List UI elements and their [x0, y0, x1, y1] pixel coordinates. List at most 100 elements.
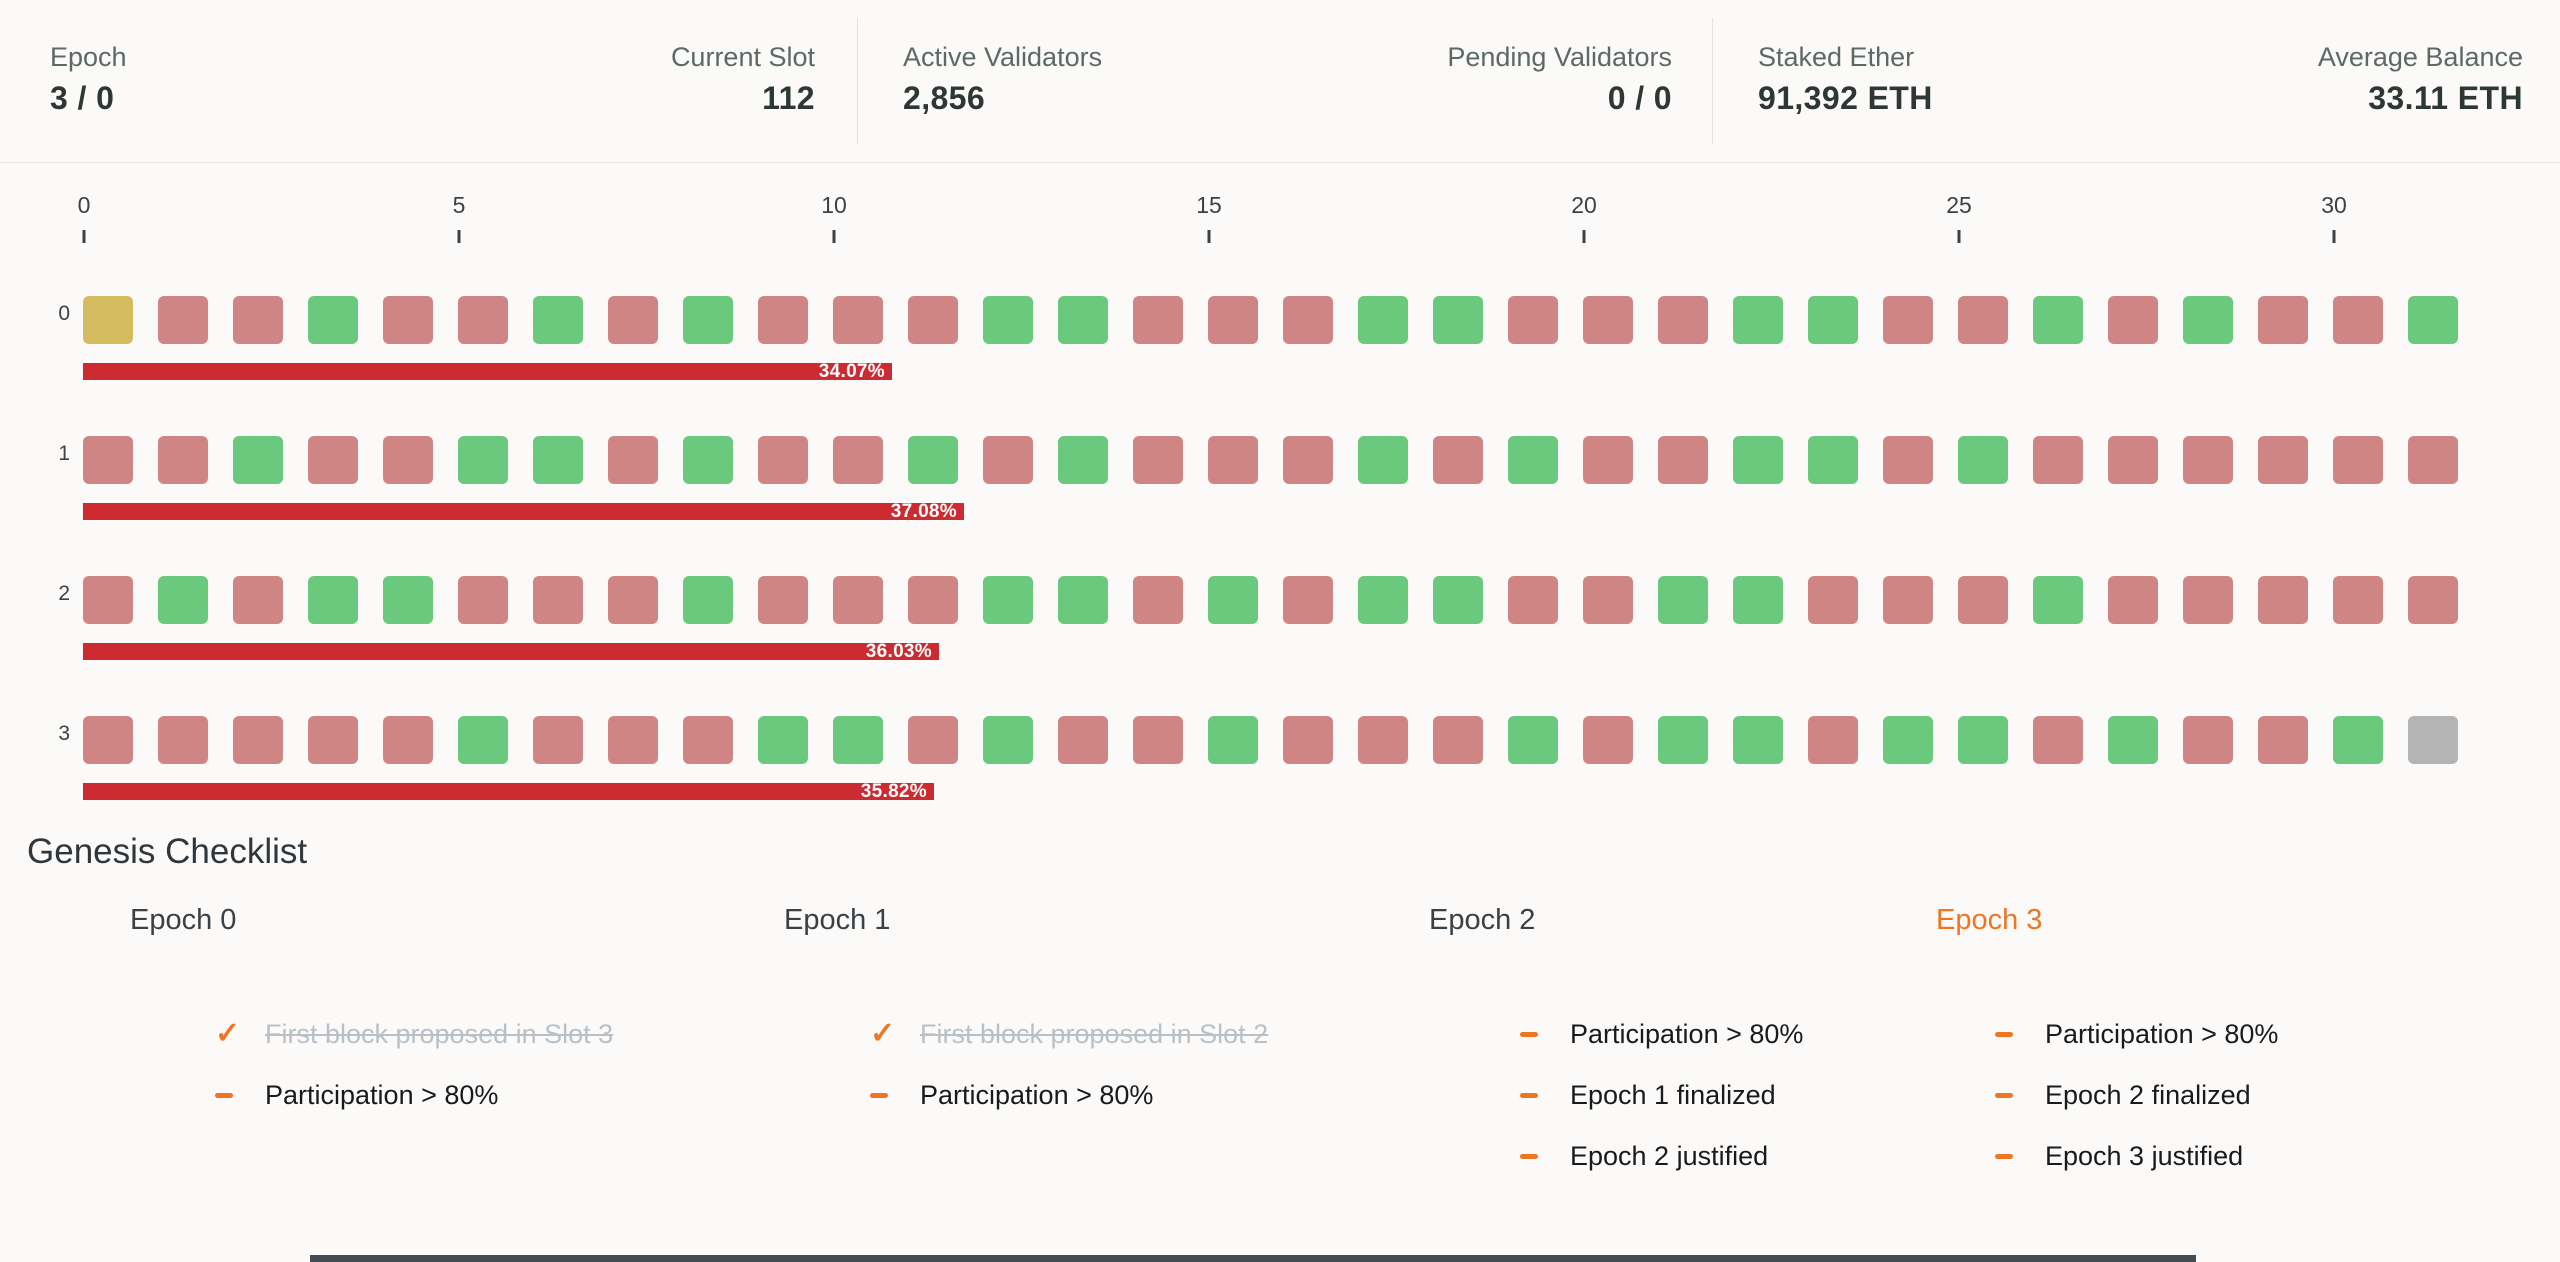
slot-square-missed[interactable] [2258, 716, 2308, 764]
slot-square-missed[interactable] [1883, 576, 1933, 624]
slot-square-proposed[interactable] [308, 296, 358, 344]
slot-square-proposed[interactable] [983, 576, 1033, 624]
slot-square-missed[interactable] [1583, 296, 1633, 344]
slot-square-missed[interactable] [533, 716, 583, 764]
slot-square-proposed[interactable] [533, 296, 583, 344]
slot-square-proposed[interactable] [1733, 296, 1783, 344]
slot-square-missed[interactable] [383, 716, 433, 764]
slot-square-missed[interactable] [1658, 436, 1708, 484]
slot-square-missed[interactable] [308, 716, 358, 764]
slot-square-missed[interactable] [1508, 296, 1558, 344]
slot-square-proposed[interactable] [1733, 436, 1783, 484]
slot-square-missed[interactable] [1808, 576, 1858, 624]
slot-square-missed[interactable] [233, 716, 283, 764]
slot-square-proposed[interactable] [1358, 296, 1408, 344]
slot-square-missed[interactable] [2258, 436, 2308, 484]
slot-square-missed[interactable] [908, 576, 958, 624]
slot-square-missed[interactable] [1958, 576, 2008, 624]
slot-square-missed[interactable] [1133, 436, 1183, 484]
slot-square-missed[interactable] [908, 716, 958, 764]
slot-square-proposed[interactable] [1508, 716, 1558, 764]
slot-square-proposed[interactable] [308, 576, 358, 624]
slot-square-missed[interactable] [308, 436, 358, 484]
slot-square-missed[interactable] [758, 436, 808, 484]
slot-square-missed[interactable] [758, 296, 808, 344]
slot-square-proposed[interactable] [983, 296, 1033, 344]
slot-square-proposed[interactable] [1433, 576, 1483, 624]
slot-square-missed[interactable] [2033, 436, 2083, 484]
slot-square-missed[interactable] [533, 576, 583, 624]
slot-square-proposed[interactable] [458, 716, 508, 764]
slot-square-proposed[interactable] [383, 576, 433, 624]
slot-square-proposed[interactable] [2108, 716, 2158, 764]
slot-square-missed[interactable] [83, 436, 133, 484]
slot-square-proposed[interactable] [683, 576, 733, 624]
slot-square-missed[interactable] [2333, 296, 2383, 344]
slot-square-missed[interactable] [1133, 716, 1183, 764]
slot-square-missed[interactable] [608, 436, 658, 484]
slot-square-missed[interactable] [1133, 576, 1183, 624]
slot-square-missed[interactable] [908, 296, 958, 344]
slot-square-missed[interactable] [1283, 576, 1333, 624]
slot-square-proposed[interactable] [1433, 296, 1483, 344]
slot-square-proposed[interactable] [1808, 436, 1858, 484]
slot-square-missed[interactable] [2183, 716, 2233, 764]
slot-square-proposed[interactable] [683, 436, 733, 484]
slot-square-scheduled[interactable] [2408, 716, 2458, 764]
slot-square-proposed[interactable] [2333, 716, 2383, 764]
slot-square-missed[interactable] [2108, 436, 2158, 484]
slot-square-missed[interactable] [458, 576, 508, 624]
slot-square-proposed[interactable] [1058, 436, 1108, 484]
slot-square-proposed[interactable] [533, 436, 583, 484]
slot-square-missed[interactable] [158, 296, 208, 344]
slot-square-missed[interactable] [2333, 436, 2383, 484]
slot-square-proposed[interactable] [2033, 296, 2083, 344]
slot-square-missed[interactable] [458, 296, 508, 344]
slot-square-missed[interactable] [1133, 296, 1183, 344]
slot-square-missed[interactable] [1433, 436, 1483, 484]
slot-square-missed[interactable] [2183, 576, 2233, 624]
slot-square-missed[interactable] [608, 716, 658, 764]
slot-square-proposed[interactable] [158, 576, 208, 624]
slot-square-proposed[interactable] [1058, 576, 1108, 624]
slot-square-proposed[interactable] [1658, 576, 1708, 624]
slot-square-missed[interactable] [608, 296, 658, 344]
slot-square-proposed[interactable] [1658, 716, 1708, 764]
slot-square-proposed[interactable] [2033, 576, 2083, 624]
slot-square-proposed[interactable] [1733, 716, 1783, 764]
slot-square-missed[interactable] [1808, 716, 1858, 764]
slot-square-missed[interactable] [983, 436, 1033, 484]
slot-square-missed[interactable] [1058, 716, 1108, 764]
slot-square-missed[interactable] [83, 716, 133, 764]
slot-square-missed[interactable] [1358, 716, 1408, 764]
slot-square-genesis[interactable] [83, 296, 133, 344]
slot-square-missed[interactable] [1283, 716, 1333, 764]
slot-square-proposed[interactable] [1208, 716, 1258, 764]
slot-square-missed[interactable] [1283, 436, 1333, 484]
slot-square-missed[interactable] [2408, 576, 2458, 624]
slot-square-proposed[interactable] [1883, 716, 1933, 764]
slot-square-missed[interactable] [233, 576, 283, 624]
slot-square-missed[interactable] [1283, 296, 1333, 344]
slot-square-missed[interactable] [233, 296, 283, 344]
slot-square-missed[interactable] [1583, 576, 1633, 624]
slot-square-missed[interactable] [1958, 296, 2008, 344]
slot-square-missed[interactable] [1433, 716, 1483, 764]
slot-square-missed[interactable] [2333, 576, 2383, 624]
slot-square-missed[interactable] [2183, 436, 2233, 484]
slot-square-missed[interactable] [1208, 296, 1258, 344]
slot-square-proposed[interactable] [2408, 296, 2458, 344]
slot-square-missed[interactable] [1658, 296, 1708, 344]
slot-square-proposed[interactable] [1508, 436, 1558, 484]
slot-square-missed[interactable] [2408, 436, 2458, 484]
slot-square-missed[interactable] [158, 716, 208, 764]
slot-square-missed[interactable] [608, 576, 658, 624]
slot-square-proposed[interactable] [1358, 436, 1408, 484]
slot-square-missed[interactable] [1883, 436, 1933, 484]
slot-square-proposed[interactable] [1058, 296, 1108, 344]
slot-square-missed[interactable] [683, 716, 733, 764]
slot-square-missed[interactable] [2258, 576, 2308, 624]
slot-square-missed[interactable] [833, 436, 883, 484]
slot-square-proposed[interactable] [1358, 576, 1408, 624]
slot-square-missed[interactable] [83, 576, 133, 624]
